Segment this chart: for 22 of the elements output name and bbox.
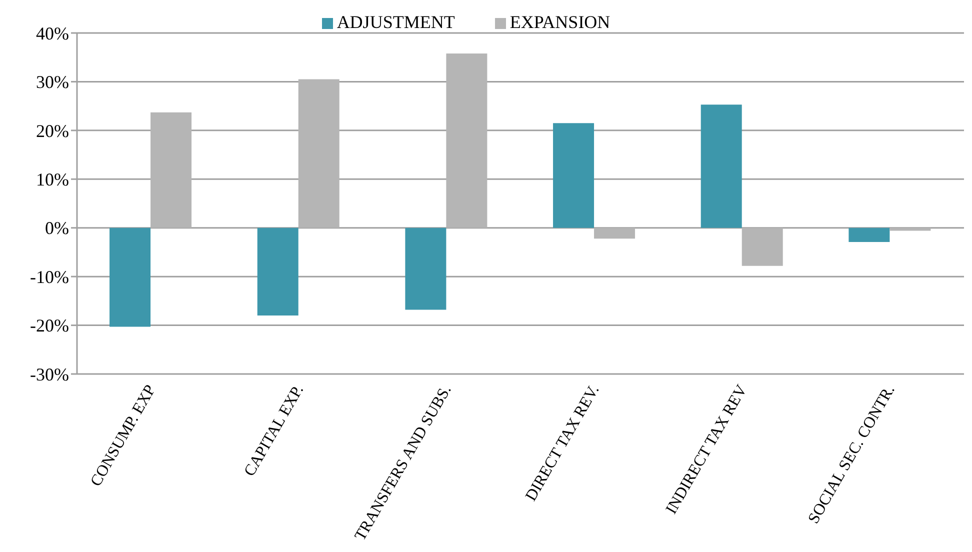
bar — [405, 228, 446, 310]
y-tick-label: 0% — [45, 218, 69, 238]
y-tick-label: -20% — [30, 316, 69, 336]
y-tick-label: -10% — [30, 266, 69, 287]
y-tick-label: -30% — [30, 364, 69, 384]
bar — [848, 228, 890, 242]
bar — [553, 123, 594, 228]
y-tick-label: 10% — [36, 170, 69, 190]
bar — [594, 228, 636, 239]
legend-label: ADJUSTMENT — [336, 12, 455, 32]
legend-label: EXPANSION — [510, 12, 610, 32]
bar — [150, 112, 192, 228]
bar — [298, 79, 340, 228]
y-tick-label: 30% — [36, 72, 69, 92]
bar — [742, 228, 783, 266]
y-tick-label: 40% — [36, 23, 69, 44]
bar — [110, 228, 151, 327]
bar — [257, 228, 298, 316]
bar — [446, 53, 488, 228]
y-tick-label: 20% — [36, 120, 69, 141]
bar — [890, 228, 931, 231]
bar — [700, 104, 742, 228]
